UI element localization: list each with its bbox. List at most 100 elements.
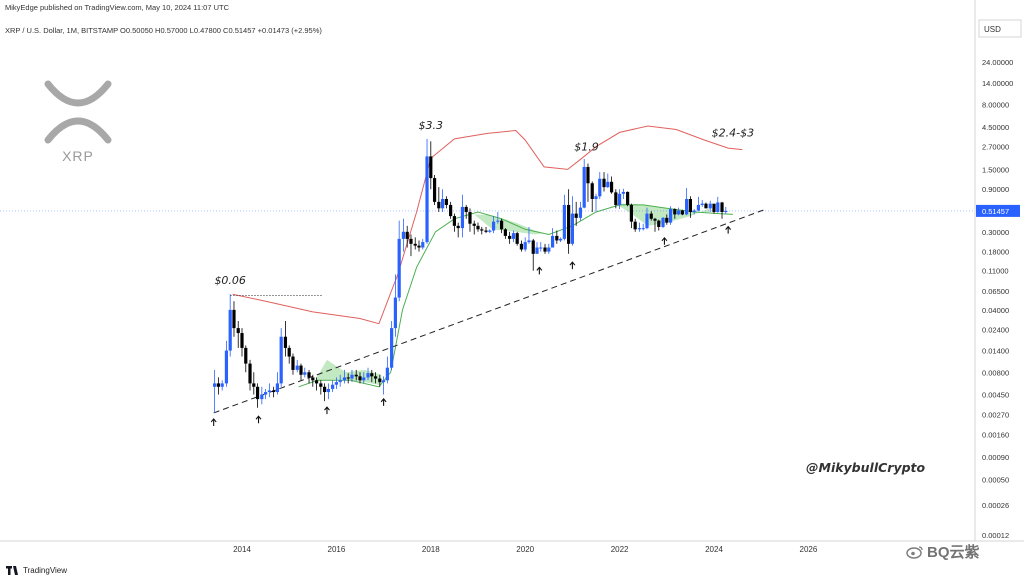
candle-body-109 xyxy=(641,228,645,230)
candle-body-123 xyxy=(696,204,701,211)
author-handle: @MikybullCrypto xyxy=(806,460,926,475)
currency-label-box[interactable] xyxy=(978,19,1022,38)
annotation-label-0: $0.06 xyxy=(214,274,246,287)
candle-body-71 xyxy=(491,221,496,231)
time-tick-label: 2014 xyxy=(233,545,251,554)
candle-body-119 xyxy=(680,210,684,215)
current-price-tag xyxy=(976,204,1020,217)
candle-body-114 xyxy=(661,217,665,227)
candle-body-42 xyxy=(378,378,382,383)
candle-body-49 xyxy=(405,231,409,239)
candle-body-18 xyxy=(283,336,288,348)
price-tick-label: 0.06500 xyxy=(982,287,1009,296)
price-tick-label: 0.90000 xyxy=(982,185,1009,194)
candle-body-78 xyxy=(519,243,524,250)
candle-body-90 xyxy=(567,204,571,244)
cloud-fill-2 xyxy=(614,203,710,226)
candle-body-72 xyxy=(496,220,500,222)
candle-body-51 xyxy=(413,243,417,246)
candle-body-53 xyxy=(421,242,425,248)
candle-body-30 xyxy=(331,384,335,389)
candle-body-122 xyxy=(692,210,696,213)
candle-body-12 xyxy=(260,394,264,400)
candle-body-48 xyxy=(401,231,406,239)
candle-body-40 xyxy=(370,373,374,377)
candle-body-82 xyxy=(535,247,539,254)
candle-body-94 xyxy=(582,166,586,208)
candle-body-106 xyxy=(629,204,633,222)
candle-body-39 xyxy=(366,373,370,378)
candle-body-0 xyxy=(213,383,217,387)
candle-body-130 xyxy=(724,210,728,213)
tradingview-brand: TradingView xyxy=(23,566,68,575)
bottom-arrow-2 xyxy=(324,406,330,415)
time-tick-label: 2022 xyxy=(611,545,629,554)
candle-body-112 xyxy=(653,218,657,221)
candle-body-67 xyxy=(476,225,480,230)
candle-body-24 xyxy=(307,372,311,378)
bottom-arrow-3 xyxy=(380,398,387,406)
annotation-label-3: $2.4-$3 xyxy=(712,127,754,140)
candle-body-98 xyxy=(598,178,602,197)
candle-body-34 xyxy=(346,377,350,379)
candle-body-46 xyxy=(393,297,397,329)
candle-body-88 xyxy=(559,238,563,241)
candle-body-116 xyxy=(668,209,673,223)
candle-body-104 xyxy=(621,191,625,194)
candle-body-43 xyxy=(382,380,386,383)
candle-body-76 xyxy=(511,233,515,239)
candle-body-41 xyxy=(373,376,378,379)
candle-body-128 xyxy=(716,202,720,213)
symbol-ohlc-line: XRP / U.S. Dollar, 1M, BITSTAMP O0.50050… xyxy=(5,26,322,35)
candle-body-85 xyxy=(547,247,551,252)
candle-body-111 xyxy=(649,213,653,219)
candle-body-115 xyxy=(665,217,669,223)
candle-body-70 xyxy=(488,230,492,232)
candle-body-126 xyxy=(708,203,712,209)
candle-body-59 xyxy=(444,198,448,205)
candle-body-22 xyxy=(299,365,303,375)
candle-body-66 xyxy=(472,223,476,226)
bq-watermark: BQ云紫 xyxy=(906,541,980,562)
price-tick-label: 0.30000 xyxy=(982,228,1009,237)
candle-body-61 xyxy=(452,216,456,226)
candle-body-92 xyxy=(574,213,578,218)
candle-body-74 xyxy=(503,229,507,236)
candle-body-21 xyxy=(295,365,299,370)
xrp-logo-text: XRP xyxy=(62,148,94,164)
candle-body-79 xyxy=(523,242,527,250)
price-tick-label: 0.00270 xyxy=(982,410,1009,419)
candle-body-102 xyxy=(614,192,618,205)
candle-body-52 xyxy=(417,245,421,248)
annotation-label-2: $1.9 xyxy=(574,140,599,153)
price-tick-label: 0.00160 xyxy=(982,431,1009,440)
candle-body-110 xyxy=(645,213,649,229)
candle-body-65 xyxy=(468,212,472,224)
candle-body-121 xyxy=(688,198,692,213)
candle-body-29 xyxy=(326,388,330,393)
candle-body-117 xyxy=(673,209,677,215)
candle-body-31 xyxy=(334,382,338,385)
bottom-arrow-1 xyxy=(255,415,262,424)
price-tick-label: 24.00000 xyxy=(982,58,1013,67)
candle-body-2 xyxy=(220,383,224,387)
candle-body-36 xyxy=(354,374,358,377)
current-price-tag-label: 0.51457 xyxy=(982,207,1009,216)
candle-body-5 xyxy=(232,309,236,329)
candle-body-118 xyxy=(677,210,681,215)
price-tick-label: 0.00450 xyxy=(982,391,1009,400)
candle-body-95 xyxy=(586,166,590,184)
candle-body-4 xyxy=(228,309,232,351)
candle-body-99 xyxy=(602,178,606,188)
candle-body-97 xyxy=(594,196,598,199)
bottom-arrow-0 xyxy=(210,418,217,426)
price-tick-label: 0.02400 xyxy=(982,326,1009,335)
bottom-arrow-6 xyxy=(661,236,668,245)
candle-body-15 xyxy=(272,390,276,393)
tradingview-footer[interactable]: TradingView xyxy=(6,566,67,575)
candle-body-103 xyxy=(618,193,622,205)
candle-body-27 xyxy=(319,383,323,387)
candle-body-89 xyxy=(562,204,566,239)
candle-body-32 xyxy=(338,380,342,383)
